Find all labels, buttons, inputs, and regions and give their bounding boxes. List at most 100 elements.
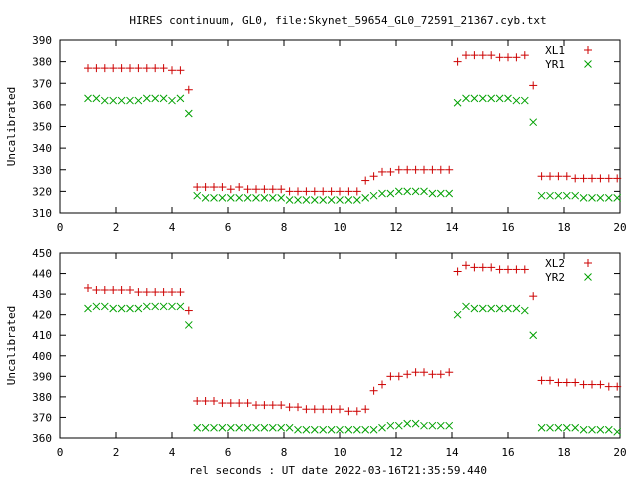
marker-stroke: [529, 331, 538, 340]
data-point: [504, 53, 512, 62]
marker-stroke: [512, 96, 521, 105]
data-point: [226, 423, 235, 432]
marker-stroke: [579, 425, 588, 434]
marker-stroke: [604, 425, 613, 434]
data-point: [361, 176, 370, 185]
marker-stroke: [411, 419, 420, 428]
data-point: [403, 187, 412, 196]
data-point: [487, 263, 496, 272]
data-point: [604, 194, 613, 202]
data-point: [126, 304, 134, 313]
data-point: [512, 53, 521, 62]
data-point: [302, 187, 311, 196]
marker-stroke: [394, 187, 403, 196]
data-point: [336, 405, 344, 414]
data-point: [453, 267, 462, 276]
data-point: [319, 196, 328, 204]
x-tick-label: 4: [169, 221, 176, 234]
data-point: [554, 378, 563, 387]
data-point: [235, 423, 244, 432]
data-point: [378, 167, 386, 176]
data-point: [277, 423, 286, 432]
x-tick-label: 0: [57, 446, 64, 459]
x-tick-label: 18: [557, 221, 570, 234]
data-point: [327, 425, 336, 434]
data-point: [100, 302, 109, 311]
data-point: [445, 189, 454, 198]
data-point: [403, 165, 412, 174]
data-point: [260, 185, 269, 194]
marker-stroke: [462, 94, 470, 103]
marker-stroke: [613, 194, 622, 202]
data-point: [394, 187, 403, 196]
data-point: [260, 194, 269, 202]
top-panel: 310 320 330 340 350 360 370 380 390 0 2 4 6 8 10 12 14 16…: [5, 34, 627, 234]
data-point: [344, 187, 353, 196]
data-point: [361, 425, 370, 434]
marker-stroke: [478, 304, 487, 313]
data-point: [252, 423, 260, 432]
data-point: [562, 172, 571, 181]
marker-stroke: [529, 118, 538, 127]
marker-stroke: [151, 302, 160, 311]
marker-stroke: [420, 421, 428, 430]
legend-marker: [584, 46, 592, 54]
data-point: [134, 288, 143, 297]
data-point: [537, 172, 546, 181]
marker-stroke: [378, 189, 386, 198]
series-XL1: [84, 51, 622, 196]
marker-stroke: [504, 304, 512, 313]
marker-stroke: [84, 94, 92, 103]
marker-stroke: [361, 194, 370, 202]
data-point: [596, 425, 605, 434]
data-point: [159, 94, 168, 103]
data-point: [495, 304, 504, 313]
x-tick-label: 6: [225, 446, 232, 459]
data-point: [344, 425, 353, 434]
series-YR1: [84, 94, 622, 204]
data-point: [277, 401, 286, 410]
data-point: [487, 94, 496, 103]
marker-stroke: [142, 302, 151, 311]
data-point: [411, 419, 420, 428]
data-point: [159, 64, 168, 73]
data-point: [294, 196, 302, 204]
marker-stroke: [403, 419, 412, 428]
data-point: [579, 194, 588, 202]
data-point: [327, 196, 336, 204]
marker-stroke: [562, 191, 571, 200]
data-point: [386, 372, 395, 381]
marker-stroke: [420, 187, 428, 196]
marker-stroke: [336, 196, 344, 204]
data-point: [310, 187, 319, 196]
x-tick-label: 0: [57, 221, 64, 234]
marker-stroke: [294, 196, 302, 204]
marker-stroke: [584, 60, 592, 68]
marker-stroke: [537, 423, 546, 432]
data-point: [302, 196, 311, 204]
bottom-panel: 360 370 380 390 400 410 420 430 440 450 0 2 4 6 8 10 12 1…: [5, 247, 627, 459]
data-point: [520, 51, 529, 60]
data-point: [319, 405, 328, 414]
data-point: [403, 370, 412, 379]
data-point: [378, 423, 386, 432]
data-point: [512, 96, 521, 105]
data-point: [84, 304, 92, 313]
marker-stroke: [604, 194, 613, 202]
data-point: [84, 64, 92, 73]
marker-stroke: [596, 425, 605, 434]
marker-stroke: [201, 194, 210, 202]
data-point: [436, 421, 445, 430]
data-point: [588, 380, 596, 389]
marker-stroke: [243, 423, 252, 432]
marker-stroke: [260, 194, 269, 202]
marker-stroke: [470, 304, 479, 313]
marker-stroke: [151, 94, 160, 103]
y-tick-label: 360: [32, 432, 52, 445]
y-axis-label: Uncalibrated: [5, 87, 18, 166]
data-point: [310, 196, 319, 204]
data-point: [252, 194, 260, 202]
data-point: [126, 64, 134, 73]
data-point: [369, 191, 378, 200]
data-point: [252, 401, 260, 410]
